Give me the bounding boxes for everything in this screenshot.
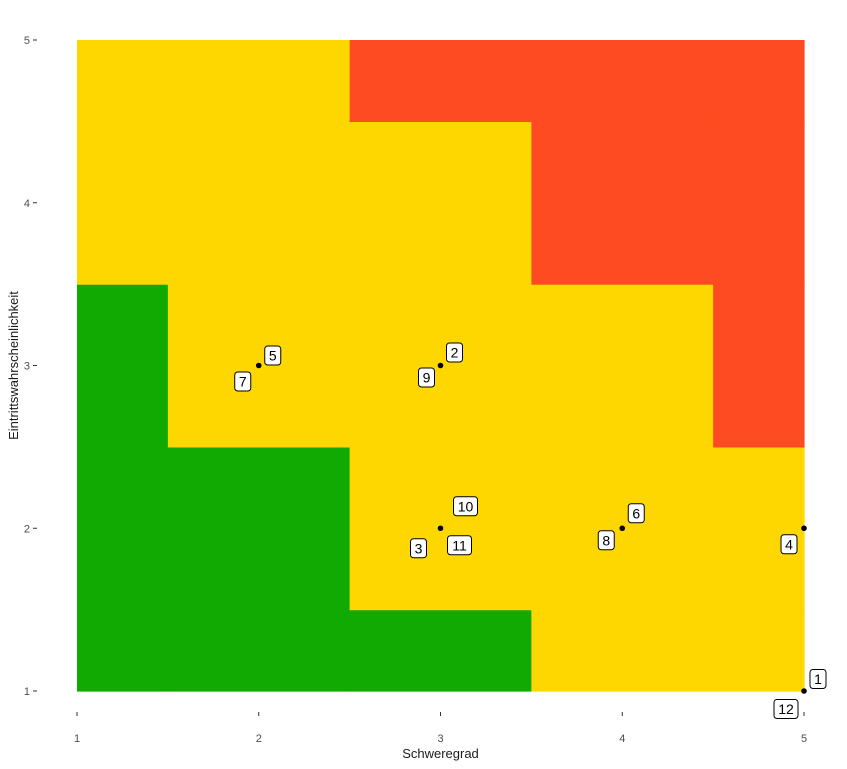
risk-cell-red: [349, 40, 532, 122]
risk-cell-yellow: [713, 446, 805, 611]
point-label: 9: [418, 367, 435, 388]
y-axis: 1 2 3 4 5: [24, 35, 37, 698]
point-label: 1: [809, 669, 827, 689]
risk-cell-green: [77, 446, 169, 611]
data-point: [437, 525, 444, 532]
point-label: 4: [780, 534, 798, 555]
risk-cell-red: [713, 121, 805, 285]
point-label: 11: [447, 535, 472, 556]
point-label-text: 5: [269, 348, 277, 364]
point-label-text: 7: [239, 374, 247, 390]
point-label-box: [780, 534, 798, 555]
point-label-text: 11: [452, 537, 467, 553]
risk-cell-red: [713, 40, 805, 122]
point-label-text: 2: [451, 345, 459, 361]
point-label-text: 4: [785, 536, 793, 552]
point-label-text: 12: [778, 701, 794, 717]
point-label-box: [410, 538, 427, 559]
y-tick-label: 4: [24, 198, 30, 210]
x-axis: 1 2 3 4 5: [74, 712, 807, 745]
risk-cell-red: [531, 121, 714, 285]
point-label-box: [773, 699, 799, 719]
point-label-text: 9: [423, 370, 431, 386]
point-label-box: [453, 496, 478, 517]
y-tick-label: 2: [24, 523, 30, 535]
x-tick-label: 1: [74, 733, 80, 745]
x-tick-label: 4: [619, 733, 625, 745]
point-label-box: [447, 535, 472, 556]
point-label-box: [446, 342, 463, 363]
point-label-box: [627, 503, 645, 524]
data-point: [801, 525, 807, 532]
point-label: 12: [773, 699, 799, 719]
point-label: 2: [446, 342, 463, 363]
data-point: [801, 688, 807, 694]
risk-cell-yellow: [77, 40, 169, 122]
y-tick-label: 5: [24, 35, 30, 47]
data-point: [437, 362, 444, 369]
risk-cell-yellow: [531, 609, 714, 692]
data-points: [255, 362, 807, 694]
point-label-box: [234, 371, 252, 392]
point-label: 8: [597, 530, 615, 551]
point-label-box: [418, 367, 435, 388]
risk-cell-green: [349, 609, 532, 692]
point-label: 10: [453, 496, 478, 517]
risk-cell-green: [167, 446, 351, 611]
risk-cell-green: [167, 609, 351, 692]
y-tick-label: 1: [24, 686, 30, 698]
x-tick-label: 2: [256, 733, 262, 745]
point-label-text: 8: [602, 532, 610, 548]
point-label: 3: [410, 538, 427, 559]
risk-cell-yellow: [167, 121, 351, 285]
point-label: 5: [264, 345, 282, 366]
risk-cell-red: [713, 284, 805, 448]
risk-cell-yellow: [77, 121, 169, 285]
risk-cells: [77, 40, 805, 692]
point-label: 7: [234, 371, 252, 392]
risk-cell-green: [77, 284, 169, 448]
x-tick-label: 5: [801, 733, 807, 745]
point-label-text: 3: [415, 540, 423, 556]
data-point: [619, 525, 626, 532]
point-label-box: [597, 530, 615, 551]
point-label-box: [809, 669, 827, 689]
risk-cell-green: [77, 609, 169, 692]
point-label: 6: [627, 503, 645, 524]
point-label-text: 6: [632, 505, 640, 521]
risk-cell-yellow: [531, 284, 714, 448]
point-label-text: 1: [814, 671, 822, 687]
data-point: [255, 362, 262, 369]
y-tick-label: 3: [24, 361, 30, 373]
risk-cell-yellow: [167, 40, 351, 122]
risk-cell-red: [531, 40, 714, 122]
point-label-text: 10: [458, 498, 474, 514]
risk-cell-yellow: [349, 121, 532, 285]
y-axis-title: Eintrittswahrscheinlichkeit: [6, 291, 21, 440]
point-label-box: [264, 345, 282, 366]
x-axis-title: Schweregrad: [402, 746, 479, 761]
x-tick-label: 3: [437, 733, 443, 745]
risk-cell-yellow: [713, 609, 805, 692]
